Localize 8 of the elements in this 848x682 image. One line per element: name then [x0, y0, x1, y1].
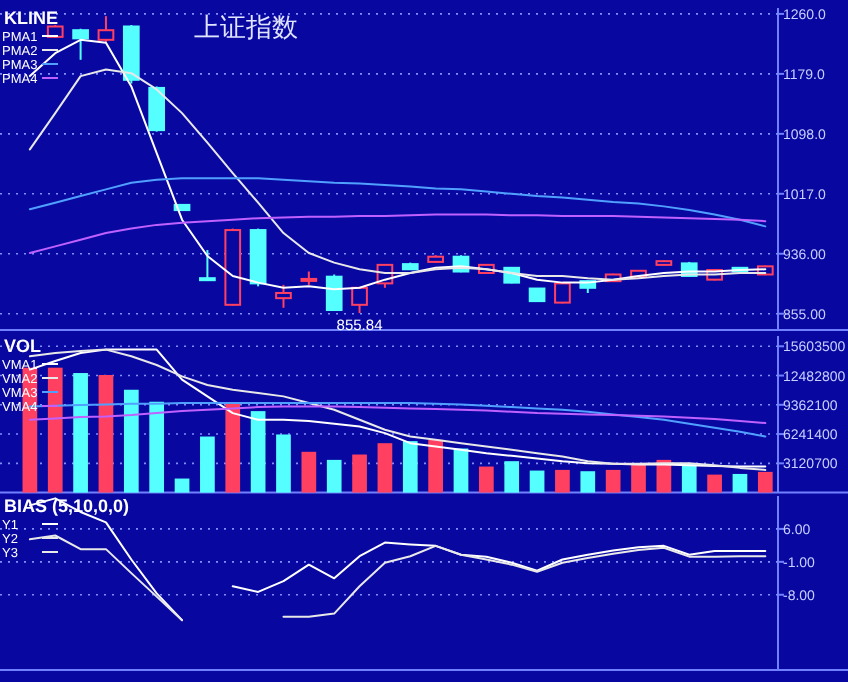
- candlestick: [351, 286, 368, 315]
- candlestick: [72, 27, 89, 61]
- chart-title: KLINE: [4, 8, 58, 28]
- chart-title: VOL: [4, 336, 43, 356]
- candlestick: [275, 283, 292, 309]
- candlestick: [199, 249, 216, 282]
- chart-subtitle: 上证指数: [194, 12, 298, 42]
- candlestick: [97, 15, 115, 44]
